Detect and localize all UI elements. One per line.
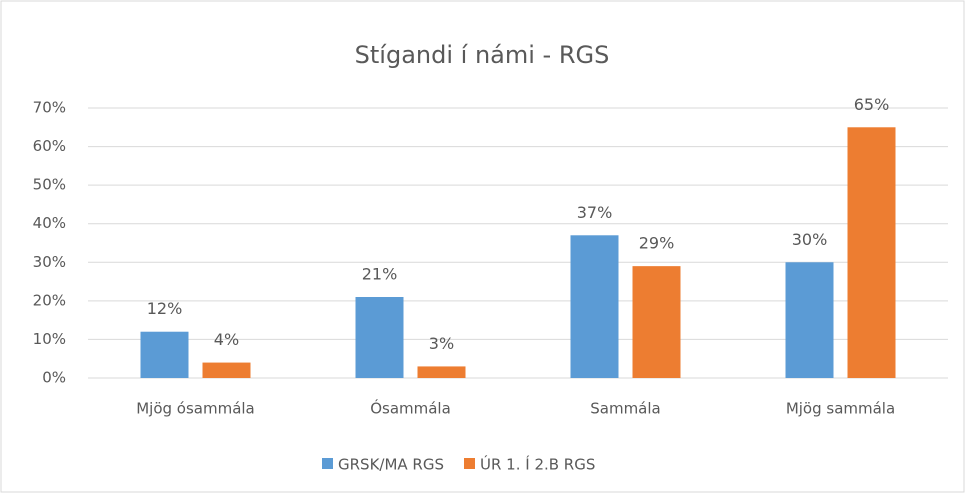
legend-label: ÚR 1. Í 2.B RGS <box>480 455 595 474</box>
data-label: 30% <box>792 230 828 249</box>
y-tick-label: 50% <box>33 176 66 194</box>
chart-title: Stígandi í námi - RGS <box>355 41 610 69</box>
bar <box>202 362 251 378</box>
data-label: 4% <box>214 330 239 349</box>
y-tick-label: 40% <box>33 214 66 232</box>
y-tick-label: 0% <box>42 369 66 387</box>
x-tick-label: Ósammála <box>370 399 451 418</box>
y-tick-label: 30% <box>33 253 66 271</box>
x-tick-label: Sammála <box>590 400 661 418</box>
data-label: 3% <box>429 334 454 353</box>
data-label: 37% <box>577 203 613 222</box>
bar <box>417 366 466 378</box>
legend-swatch <box>464 458 475 469</box>
x-tick-label: Mjög ósammála <box>136 400 255 418</box>
data-label: 65% <box>854 95 890 114</box>
bar <box>140 331 189 378</box>
bar <box>785 262 834 378</box>
bar <box>355 297 404 378</box>
legend-swatch <box>322 458 333 469</box>
y-tick-label: 10% <box>33 330 66 348</box>
bar <box>847 127 896 379</box>
y-tick-label: 70% <box>33 99 66 117</box>
x-tick-label: Mjög sammála <box>786 400 895 418</box>
y-tick-label: 20% <box>33 291 66 309</box>
bar <box>632 266 681 378</box>
data-label: 12% <box>147 299 183 318</box>
y-tick-label: 60% <box>33 137 66 155</box>
data-label: 29% <box>639 234 675 253</box>
legend-label: GRSK/MA RGS <box>338 456 444 474</box>
data-label: 21% <box>362 265 398 284</box>
bar <box>570 235 619 378</box>
